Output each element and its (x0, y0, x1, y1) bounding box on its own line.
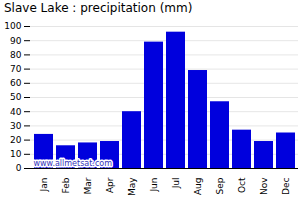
svg-text:30: 30 (10, 121, 22, 131)
svg-text:Mar: Mar (83, 177, 93, 194)
svg-text:Feb: Feb (61, 177, 71, 193)
svg-text:May: May (127, 177, 137, 196)
svg-text:90: 90 (10, 36, 22, 46)
svg-text:50: 50 (10, 92, 22, 102)
svg-text:70: 70 (10, 64, 22, 74)
svg-text:Jun: Jun (149, 178, 159, 193)
svg-text:10: 10 (10, 149, 22, 159)
svg-text:Aug: Aug (193, 178, 203, 196)
svg-text:100: 100 (4, 21, 21, 31)
svg-text:Sep: Sep (215, 177, 225, 194)
html-text:Slave Lake : precipitation (mm: Slave Lake : precipitation (mm) (4, 1, 193, 15)
svg-text:Apr: Apr (105, 177, 115, 193)
svg-text:40: 40 (10, 107, 22, 117)
svg-text:20: 20 (10, 135, 22, 145)
svg-text:Nov: Nov (259, 177, 269, 195)
svg-text:0: 0 (16, 163, 22, 173)
svg-text:60: 60 (10, 78, 22, 88)
svg-text:Jul: Jul (171, 178, 181, 190)
svg-text:80: 80 (10, 50, 22, 60)
svg-text:Oct: Oct (237, 177, 247, 193)
svg-text:Jan: Jan (39, 178, 49, 193)
svg-text:www.allmetsat.com: www.allmetsat.com (34, 159, 113, 168)
svg-text:Dec: Dec (281, 177, 291, 194)
